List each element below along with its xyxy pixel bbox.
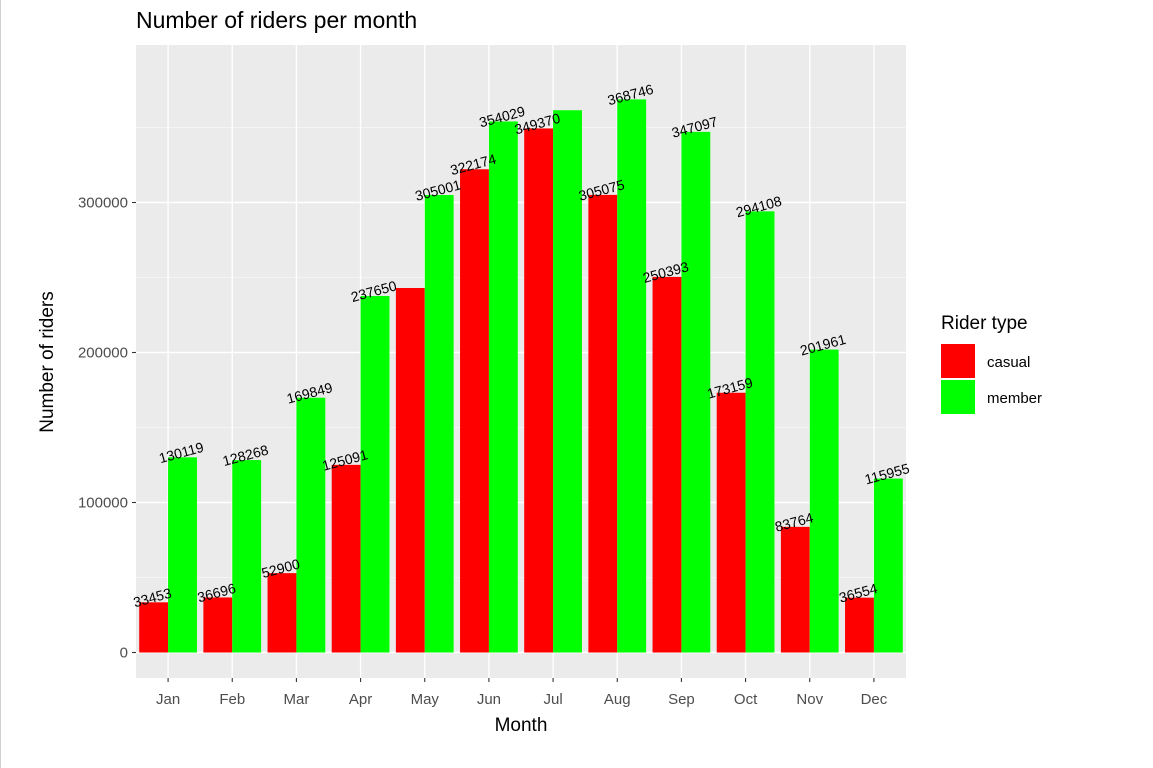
bar-member-jun [488,121,518,653]
y-axis-title: Number of riders [37,291,58,433]
legend-label-casual: casual [987,354,1030,371]
bar-member-may [424,194,454,653]
x-tick-label-may: May [411,691,440,708]
bar-member-aug [617,99,647,653]
bar-casual-oct [716,392,746,653]
legend-title: Rider type [941,313,1028,334]
x-tick-label-aug: Aug [604,691,631,708]
x-tick-label-sep: Sep [668,691,695,708]
bar-casual-feb [203,597,233,653]
x-tick-label-nov: Nov [796,691,823,708]
y-tick-label: 200000 [78,345,128,362]
legend-swatch-casual [941,344,975,378]
bar-member-apr [360,296,390,653]
bar-member-jan [168,457,197,653]
legend: Rider type casual member [941,313,1042,414]
bar-member-oct [745,211,775,653]
x-tick-label-jan: Jan [156,691,180,708]
bar-casual-jun [460,169,489,653]
bar-casual-may [395,288,425,653]
x-tick-label-dec: Dec [861,691,888,708]
plot-panel [136,45,906,678]
legend-swatch-member [941,380,975,414]
bar-member-mar [296,397,326,653]
x-tick-label-apr: Apr [349,691,372,708]
bar-casual-nov [780,526,810,653]
bar-member-jul [553,110,582,653]
y-tick-label: 300000 [78,195,128,212]
x-tick-label-jun: Jun [477,691,501,708]
legend-label-member: member [987,390,1042,407]
x-tick-label-feb: Feb [219,691,245,708]
bars [139,99,903,653]
bar-casual-sep [652,276,682,653]
bar-casual-aug [588,194,618,653]
y-axis: 0 100000 200000 300000 [78,195,136,662]
chart-title: Number of riders per month [136,7,417,33]
x-tick-label-jul: Jul [543,691,562,708]
bar-casual-apr [331,464,361,653]
x-axis: Jan Feb Mar Apr May Jun Jul Aug Sep Oct Nov Dec [156,678,888,708]
bar-casual-dec [845,597,874,653]
bar-casual-jan [139,602,169,653]
bar-member-nov [809,349,839,653]
x-tick-label-oct: Oct [734,691,758,708]
x-tick-label-mar: Mar [283,691,309,708]
bar-casual-mar [267,573,297,653]
minor-gridlines [136,127,906,578]
y-tick-label: 100000 [78,495,128,512]
y-tick-label: 0 [120,645,128,662]
bar-casual-jul [524,128,554,653]
bar-member-sep [681,131,711,653]
bar-member-feb [232,460,262,653]
x-axis-title: Month [495,715,548,736]
bar-member-dec [873,478,903,653]
